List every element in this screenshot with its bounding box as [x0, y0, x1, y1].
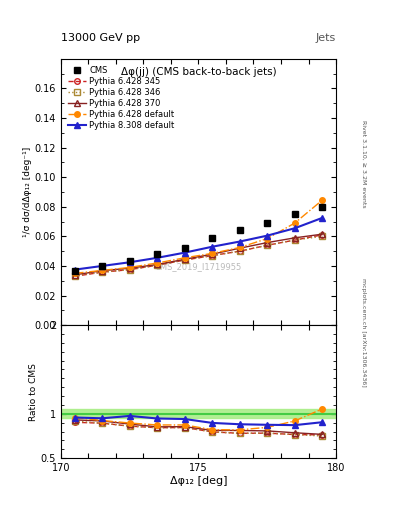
Text: Jets: Jets	[316, 33, 336, 44]
Text: mcplots.cern.ch [arXiv:1306.3436]: mcplots.cern.ch [arXiv:1306.3436]	[361, 279, 366, 387]
Text: 13000 GeV pp: 13000 GeV pp	[61, 33, 140, 44]
Legend: CMS, Pythia 6.428 345, Pythia 6.428 346, Pythia 6.428 370, Pythia 6.428 default,: CMS, Pythia 6.428 345, Pythia 6.428 346,…	[65, 63, 177, 133]
Text: Δφ(jj) (CMS back-to-back jets): Δφ(jj) (CMS back-to-back jets)	[121, 67, 276, 77]
Y-axis label: ¹/σ dσ/dΔφ₁₂ [deg⁻¹]: ¹/σ dσ/dΔφ₁₂ [deg⁻¹]	[23, 147, 32, 237]
Text: Rivet 3.1.10, ≥ 3.2M events: Rivet 3.1.10, ≥ 3.2M events	[361, 120, 366, 208]
Bar	[61, 410, 336, 418]
X-axis label: Δφ₁₂ [deg]: Δφ₁₂ [deg]	[170, 476, 227, 486]
Y-axis label: Ratio to CMS: Ratio to CMS	[29, 362, 38, 421]
Text: CMS_2019_I1719955: CMS_2019_I1719955	[155, 262, 242, 271]
